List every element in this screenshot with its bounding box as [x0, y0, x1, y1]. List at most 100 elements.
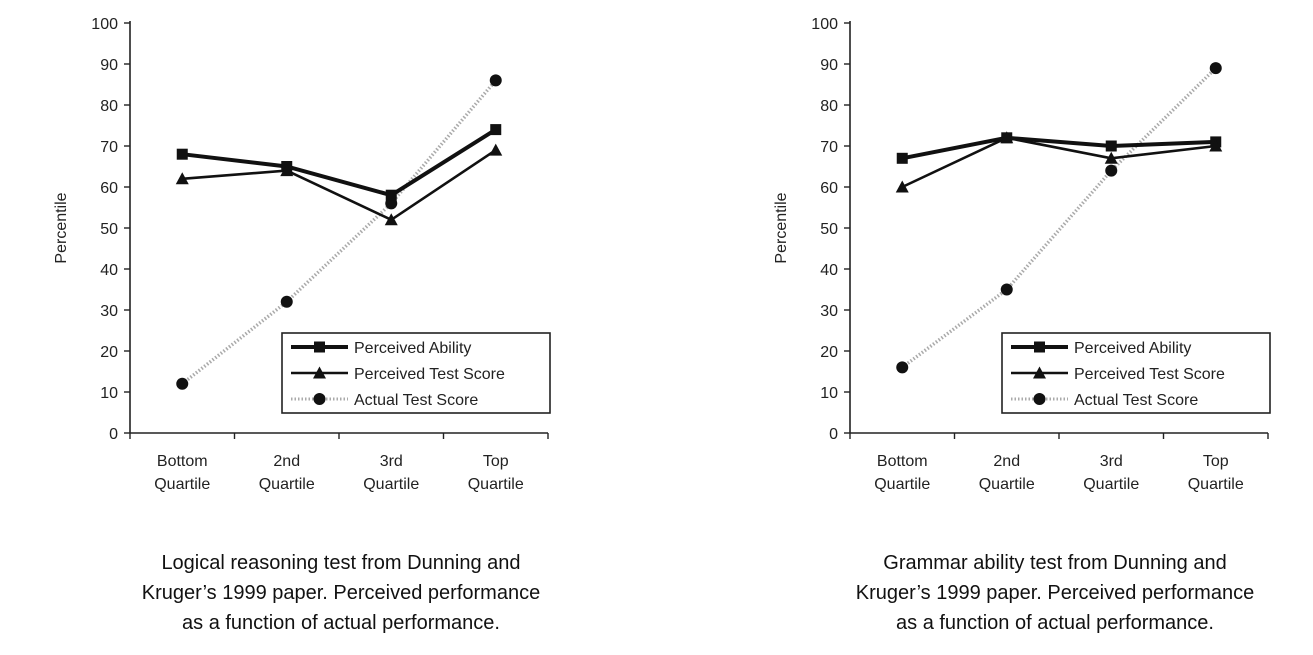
caption-line: Logical reasoning test from Dunning and: [161, 552, 521, 574]
x-tick-label-line: 2nd: [993, 453, 1020, 470]
series-line-actual-test-score: [901, 66, 1217, 369]
legend-label: Actual Test Score: [1074, 392, 1198, 409]
series-line-actual-test-score: [181, 79, 498, 386]
x-tick-label-line: Top: [483, 453, 509, 470]
data-point-perceived-test-score: [384, 213, 398, 226]
legend-label: Perceived Ability: [1074, 340, 1191, 357]
x-tick-label: 3rd Quartile: [1083, 453, 1139, 493]
x-tick-label-line: 2nd: [273, 453, 300, 470]
y-axis-title: Percentile: [53, 192, 70, 263]
data-point-perceived-test-score: [1000, 131, 1014, 144]
y-tick-label: 30: [100, 303, 118, 320]
legend-marker-actual-test-score: [313, 393, 326, 405]
figure-caption: Logical reasoning test from Dunning and …: [101, 548, 581, 638]
y-tick-label: 30: [820, 303, 838, 320]
chart-legend: Perceived Ability Perceived Test Score Act…: [281, 332, 551, 414]
legend-label: Perceived Test Score: [1074, 366, 1225, 383]
x-tick-label-line: Bottom: [877, 453, 928, 470]
y-tick-label: 0: [109, 426, 118, 443]
series-perceived-test-score: [895, 131, 1223, 193]
data-point-perceived-ability: [896, 152, 908, 164]
series-perceived-ability: [176, 124, 502, 201]
y-axis-title: Percentile: [773, 192, 790, 263]
caption-line: as a function of actual performance.: [896, 612, 1214, 634]
series-actual-test-score: [176, 74, 502, 390]
x-tick-label: 2nd Quartile: [979, 453, 1035, 493]
data-point-perceived-test-score: [1209, 139, 1223, 152]
y-tick-label: 80: [100, 98, 118, 115]
x-tick-label: 3rd Quartile: [363, 453, 419, 493]
x-tick-label-line: 3rd: [380, 453, 403, 470]
x-tick-label-line: Quartile: [154, 476, 210, 493]
data-point-perceived-ability: [176, 148, 188, 160]
x-tick-label-line: Quartile: [363, 476, 419, 493]
x-tick-label: Bottom Quartile: [874, 453, 930, 493]
y-tick-label: 50: [100, 221, 118, 238]
y-tick-label: 60: [820, 180, 838, 197]
data-point-perceived-test-score: [1104, 151, 1118, 164]
y-tick-label: 20: [820, 344, 838, 361]
data-point-actual-test-score: [1105, 164, 1118, 177]
data-point-actual-test-score: [280, 295, 293, 308]
y-tick-label: 70: [100, 139, 118, 156]
series-line-perceived-ability: [182, 127, 497, 198]
legend-marker-actual-test-score: [1033, 393, 1046, 405]
y-tick-label: 90: [100, 57, 118, 74]
x-tick-label: Bottom Quartile: [154, 453, 210, 493]
y-tick-label: 0: [829, 426, 838, 443]
x-tick-label: Top Quartile: [468, 453, 524, 493]
y-tick-label: 10: [100, 385, 118, 402]
data-point-perceived-test-score: [175, 172, 189, 185]
legend-marker-perceived-ability: [314, 341, 325, 353]
series-perceived-test-score: [175, 143, 503, 226]
y-tick-label: 50: [820, 221, 838, 238]
legend-marker-perceived-test-score: [313, 366, 326, 379]
data-point-perceived-ability: [490, 124, 502, 136]
data-point-actual-test-score: [489, 74, 502, 87]
data-point-actual-test-score: [176, 377, 189, 390]
series-line-perceived-test-score: [182, 149, 497, 222]
x-tick-label-line: Quartile: [979, 476, 1035, 493]
legend-marker-perceived-ability: [1034, 341, 1045, 353]
x-tick-label: 2nd Quartile: [259, 453, 315, 493]
y-tick-label: 40: [820, 262, 838, 279]
series-actual-test-score: [896, 62, 1222, 374]
y-tick-label: 80: [820, 98, 838, 115]
y-tick-label: 40: [100, 262, 118, 279]
legend-label: Actual Test Score: [354, 392, 478, 409]
figure-caption: Grammar ability test from Dunning and Kr…: [815, 548, 1295, 638]
y-tick-label: 100: [91, 16, 118, 33]
data-point-actual-test-score: [896, 361, 909, 374]
caption-line: Kruger’s 1999 paper. Perceived performan…: [141, 582, 541, 604]
chart-panel-grammar-ability: 0 10 20 30 40 50 60 70 80 90 100 Bottom Quartile 2nd Q…: [740, 0, 1313, 655]
caption-line: Kruger’s 1999 paper. Perceived performan…: [855, 582, 1255, 604]
x-tick-label-line: Top: [1203, 453, 1229, 470]
y-tick-label: 90: [820, 57, 838, 74]
legend-marker-perceived-test-score: [1033, 366, 1046, 379]
y-tick-label: 100: [811, 16, 838, 33]
x-tick-label-line: Quartile: [874, 476, 930, 493]
x-tick-label-line: Quartile: [1083, 476, 1139, 493]
chart-panel-logical-reasoning: 0 10 20 30 40 50 60 70 80 90 100 Bottom Quartile 2nd Q…: [20, 0, 660, 655]
y-tick-label: 70: [820, 139, 838, 156]
data-point-perceived-test-score: [895, 180, 909, 193]
data-point-actual-test-score: [1000, 283, 1013, 296]
x-tick-label-line: Quartile: [259, 476, 315, 493]
caption-line: as a function of actual performance.: [182, 612, 500, 634]
data-point-perceived-test-score: [280, 164, 294, 177]
data-point-perceived-ability: [385, 189, 397, 201]
x-tick-label-line: Quartile: [1188, 476, 1244, 493]
x-tick-label-line: Quartile: [468, 476, 524, 493]
data-point-perceived-ability: [1105, 140, 1117, 152]
chart-legend: Perceived Ability Perceived Test Score Act…: [1001, 332, 1271, 414]
x-tick-label: Top Quartile: [1188, 453, 1244, 493]
data-point-perceived-test-score: [489, 143, 503, 156]
legend-label: Perceived Test Score: [354, 366, 505, 383]
caption-line: Grammar ability test from Dunning and: [883, 552, 1227, 574]
line-chart-logical-reasoning: 0 10 20 30 40 50 60 70 80 90 100 Bottom Quartile 2nd Q…: [53, 16, 551, 493]
line-chart-grammar-ability: 0 10 20 30 40 50 60 70 80 90 100 Bottom Quartile 2nd Q…: [773, 16, 1271, 493]
y-tick-label: 10: [820, 385, 838, 402]
series-line-perceived-ability: [901, 135, 1216, 161]
y-tick-label: 20: [100, 344, 118, 361]
data-point-actual-test-score: [1209, 62, 1222, 75]
